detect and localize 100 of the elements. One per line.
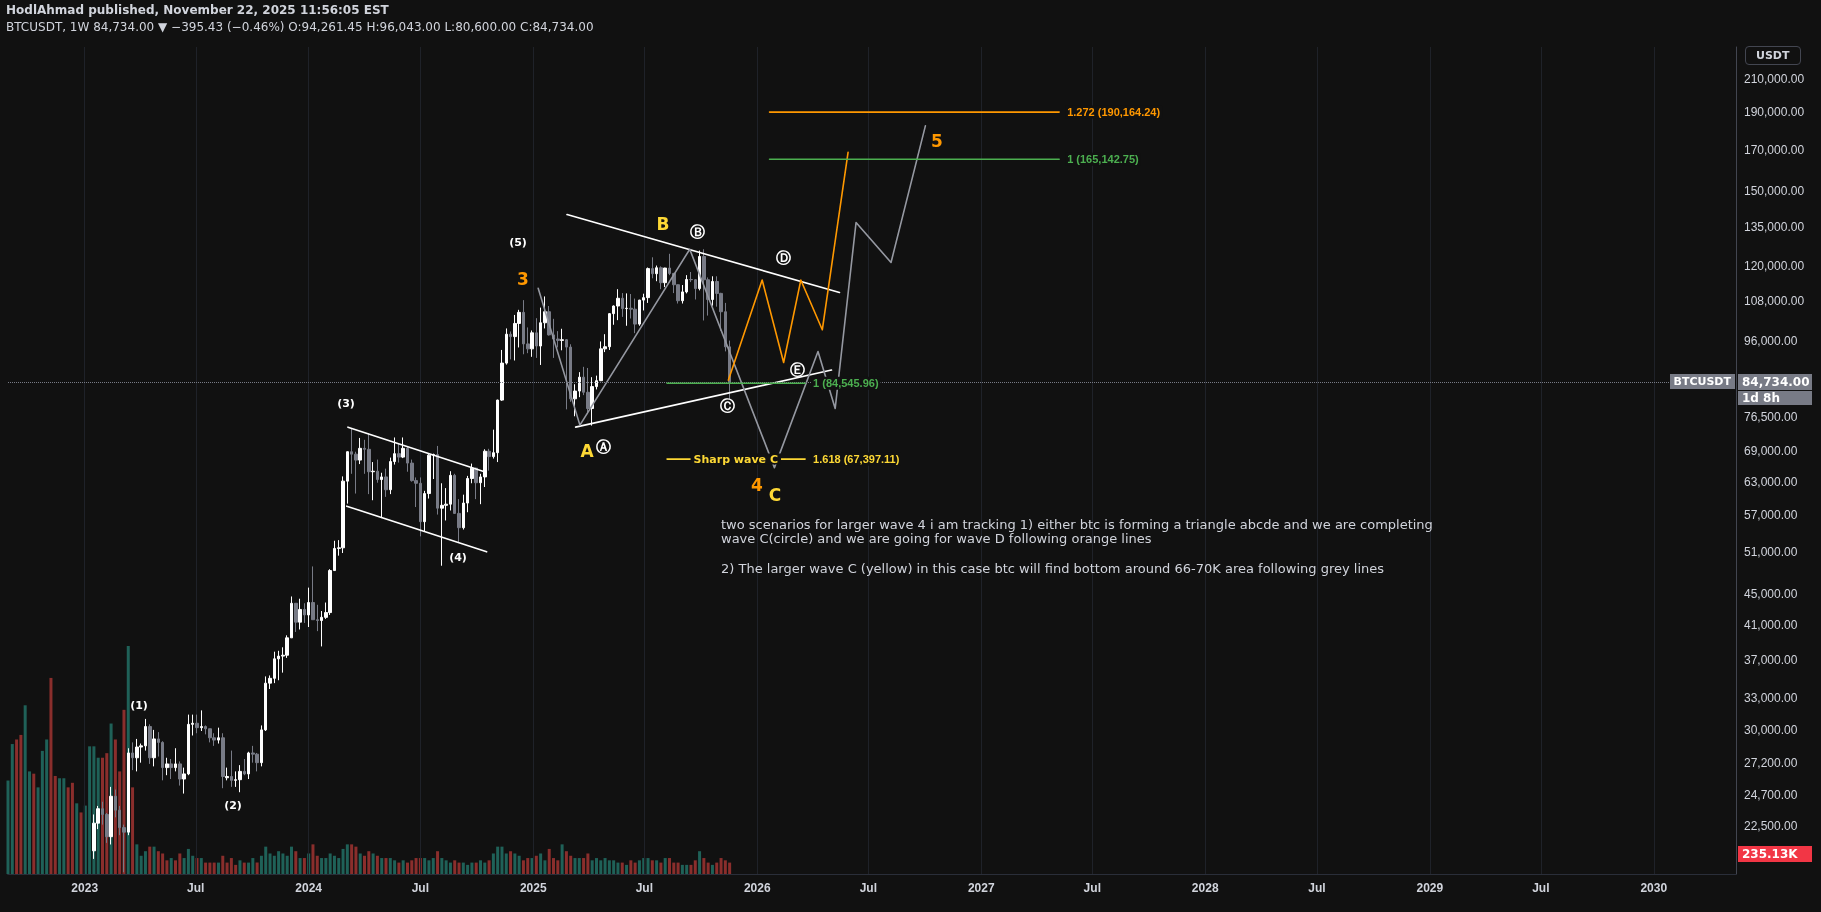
bar bbox=[156, 851, 160, 874]
bar bbox=[586, 853, 590, 874]
candlestick bbox=[307, 587, 310, 628]
candlestick bbox=[535, 317, 538, 359]
candlestick bbox=[371, 461, 375, 501]
bar bbox=[19, 734, 23, 874]
x-tick-label: Jul bbox=[1308, 881, 1326, 895]
bar bbox=[423, 858, 427, 874]
bar bbox=[32, 773, 36, 874]
bar bbox=[148, 846, 152, 874]
bar bbox=[577, 858, 581, 874]
bar bbox=[397, 862, 401, 874]
bar bbox=[135, 844, 139, 874]
annotation: Ⓐ bbox=[595, 437, 611, 457]
annotation: Ⓑ bbox=[689, 222, 705, 242]
bar bbox=[62, 778, 66, 874]
bar bbox=[466, 864, 470, 874]
bar bbox=[547, 848, 551, 874]
candlestick bbox=[711, 275, 714, 307]
candlestick bbox=[135, 738, 139, 772]
bar bbox=[461, 862, 465, 874]
annotation: (2) bbox=[224, 798, 242, 812]
bar bbox=[594, 858, 598, 874]
bar bbox=[431, 858, 435, 874]
bar bbox=[448, 862, 452, 874]
candlestick bbox=[303, 602, 306, 624]
y-tick-label: 210,000.00 bbox=[1744, 71, 1805, 86]
candlestick bbox=[152, 729, 156, 767]
y-tick-label: 135,000.00 bbox=[1744, 219, 1805, 234]
bar bbox=[221, 855, 225, 874]
bar bbox=[401, 860, 405, 874]
bar bbox=[186, 848, 190, 874]
bar bbox=[603, 858, 607, 874]
bar bbox=[504, 853, 508, 874]
y-tick-label: 69,000.00 bbox=[1744, 444, 1798, 459]
bar bbox=[388, 858, 392, 874]
annotation: Sharp wave C bbox=[693, 452, 778, 466]
candlestick bbox=[384, 468, 388, 498]
bar bbox=[268, 853, 272, 874]
bar bbox=[410, 860, 414, 874]
bar bbox=[676, 862, 680, 874]
y-tick-label: 45,000.00 bbox=[1744, 587, 1798, 602]
bar bbox=[427, 860, 431, 874]
annotation: (5) bbox=[509, 235, 527, 249]
bar bbox=[496, 846, 500, 874]
y-tick-label: 51,000.00 bbox=[1744, 545, 1798, 560]
annotation: 5 bbox=[931, 131, 943, 151]
bar bbox=[79, 812, 83, 874]
y-tick-label: 108,000.00 bbox=[1744, 294, 1805, 309]
bar bbox=[66, 787, 70, 874]
y-tick-label: 170,000.00 bbox=[1744, 142, 1805, 157]
bar bbox=[380, 858, 384, 874]
bar bbox=[204, 862, 208, 874]
bar bbox=[302, 858, 306, 874]
bar bbox=[341, 848, 345, 874]
x-tick-label: Jul bbox=[411, 881, 430, 895]
x-tick-label: 2029 bbox=[1416, 881, 1444, 895]
candlestick bbox=[513, 314, 517, 361]
bar bbox=[414, 858, 418, 874]
bar bbox=[152, 846, 156, 874]
bar bbox=[384, 858, 388, 874]
candlestick bbox=[169, 758, 173, 780]
candlestick bbox=[530, 329, 534, 358]
bar bbox=[298, 858, 302, 874]
annotation: 2) The larger wave C (yellow) in this case btc will find bottom around 66-70K area following grey lines bbox=[721, 561, 1384, 576]
bar bbox=[324, 858, 328, 874]
bar bbox=[212, 862, 216, 874]
bar bbox=[161, 853, 165, 874]
x-tick-label: 2025 bbox=[519, 881, 547, 895]
y-tick-label: 37,000.00 bbox=[1744, 652, 1798, 667]
bar bbox=[659, 862, 663, 874]
bar bbox=[534, 855, 538, 874]
bar bbox=[560, 844, 564, 874]
bar bbox=[723, 860, 727, 874]
bar bbox=[715, 862, 719, 874]
bar bbox=[646, 858, 650, 874]
bar bbox=[620, 862, 624, 874]
annotation: (1) bbox=[130, 698, 148, 712]
bar bbox=[131, 787, 135, 874]
y-tick-label: 41,000.00 bbox=[1744, 618, 1798, 633]
candlestick bbox=[376, 459, 379, 484]
bar bbox=[616, 862, 620, 874]
y-tick-label: 57,000.00 bbox=[1744, 508, 1798, 523]
y-tick-label: 120,000.00 bbox=[1744, 259, 1805, 274]
candlestick bbox=[358, 437, 362, 465]
bar bbox=[345, 844, 349, 874]
bar bbox=[405, 862, 409, 874]
candlestick bbox=[655, 265, 658, 282]
bar bbox=[251, 858, 255, 874]
candlestick bbox=[702, 248, 706, 321]
bar bbox=[668, 858, 671, 874]
bar bbox=[680, 864, 684, 874]
candlestick bbox=[487, 448, 491, 472]
series-label: 1.618 (67,397.11) bbox=[813, 453, 900, 466]
bar bbox=[15, 739, 19, 874]
series-label: 1 (84,545.96) bbox=[813, 377, 879, 390]
bar bbox=[698, 851, 702, 874]
series-label: 1.272 (190,164.24) bbox=[1067, 106, 1161, 119]
candlestick bbox=[131, 741, 134, 771]
candlestick bbox=[616, 288, 620, 321]
